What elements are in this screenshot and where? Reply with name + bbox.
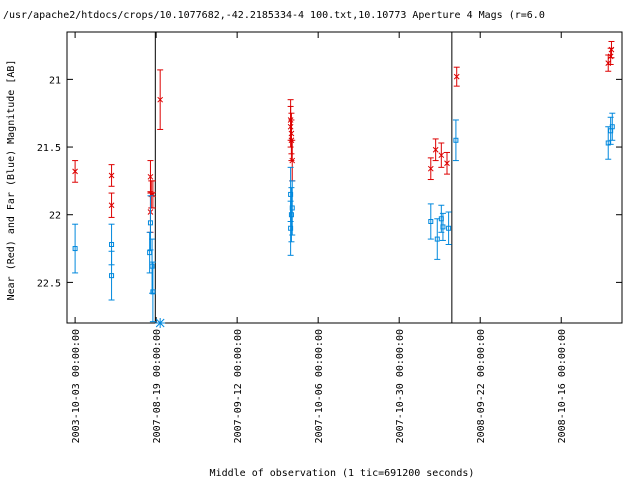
data-point-far <box>453 137 459 143</box>
data-point-far <box>288 212 294 218</box>
data-point-far <box>428 218 434 224</box>
asterisk-marker <box>155 318 166 328</box>
x-axis-label: Middle of observation (1 tic=691200 seco… <box>210 468 475 479</box>
y-axis-label: Near (Red) and Far (Blue) Magnitude [AB] <box>6 60 17 301</box>
x-tick-label: 2007-10-06 00:00:00 <box>314 329 325 443</box>
data-point-near <box>438 152 445 159</box>
x-tick-label: 2003-10-03 00:00:00 <box>71 329 82 443</box>
y-tick-label: 21.5 <box>37 143 61 154</box>
data-point-near <box>432 146 439 153</box>
data-point-far <box>149 263 155 269</box>
data-point-near <box>287 123 294 130</box>
data-point-near <box>108 172 115 179</box>
y-tick-label: 21 <box>49 75 61 86</box>
x-tick-label: 2007-10-30 00:00:00 <box>395 329 406 443</box>
data-point-far <box>72 246 78 252</box>
data-point-far <box>147 220 153 226</box>
data-point-near <box>72 168 78 175</box>
x-tick-label: 2007-09-12 00:00:00 <box>233 329 244 443</box>
data-point-far <box>289 205 295 211</box>
data-point-far <box>150 289 156 295</box>
x-tick-label: 2008-10-16 00:00:00 <box>557 329 568 443</box>
y-tick-label: 22 <box>49 211 61 222</box>
data-point-near <box>444 160 450 167</box>
data-point-far <box>434 236 440 242</box>
x-tick-label: 2008-09-22 00:00:00 <box>476 329 487 443</box>
data-point-far <box>109 273 115 279</box>
data-point-near <box>453 73 460 80</box>
data-point-near <box>608 46 615 53</box>
y-tick-label: 22.5 <box>37 278 61 289</box>
data-point-near <box>108 202 115 209</box>
data-point-far <box>446 225 452 231</box>
data-point-far <box>609 124 615 130</box>
data-point-near <box>157 96 164 103</box>
plot-area: 21 21.5 22 22.5 2003-10-03 00:00:00 2007-08-1… <box>37 31 623 443</box>
data-point-near <box>289 157 296 164</box>
plot-frame <box>66 31 623 324</box>
chart-title: /usr/apache2/htdocs/crops/10.1077682,-42… <box>3 10 545 21</box>
data-point-far <box>109 241 115 247</box>
x-tick-label: 2007-08-19 00:00:00 <box>152 329 163 443</box>
data-point-near <box>147 173 154 180</box>
data-point-far <box>440 224 446 230</box>
data-point-near <box>427 165 434 172</box>
